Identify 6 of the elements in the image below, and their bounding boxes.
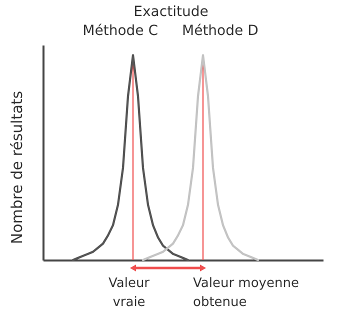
series-label: Méthode D xyxy=(182,23,258,40)
chart-title: Exactitude xyxy=(134,4,208,20)
text: Valeur vraie xyxy=(108,276,150,310)
y-axis-title: Nombre de résultats xyxy=(8,90,26,244)
series-label: Méthode C xyxy=(82,23,158,40)
text: Valeur moyenne obtenue xyxy=(193,276,299,310)
